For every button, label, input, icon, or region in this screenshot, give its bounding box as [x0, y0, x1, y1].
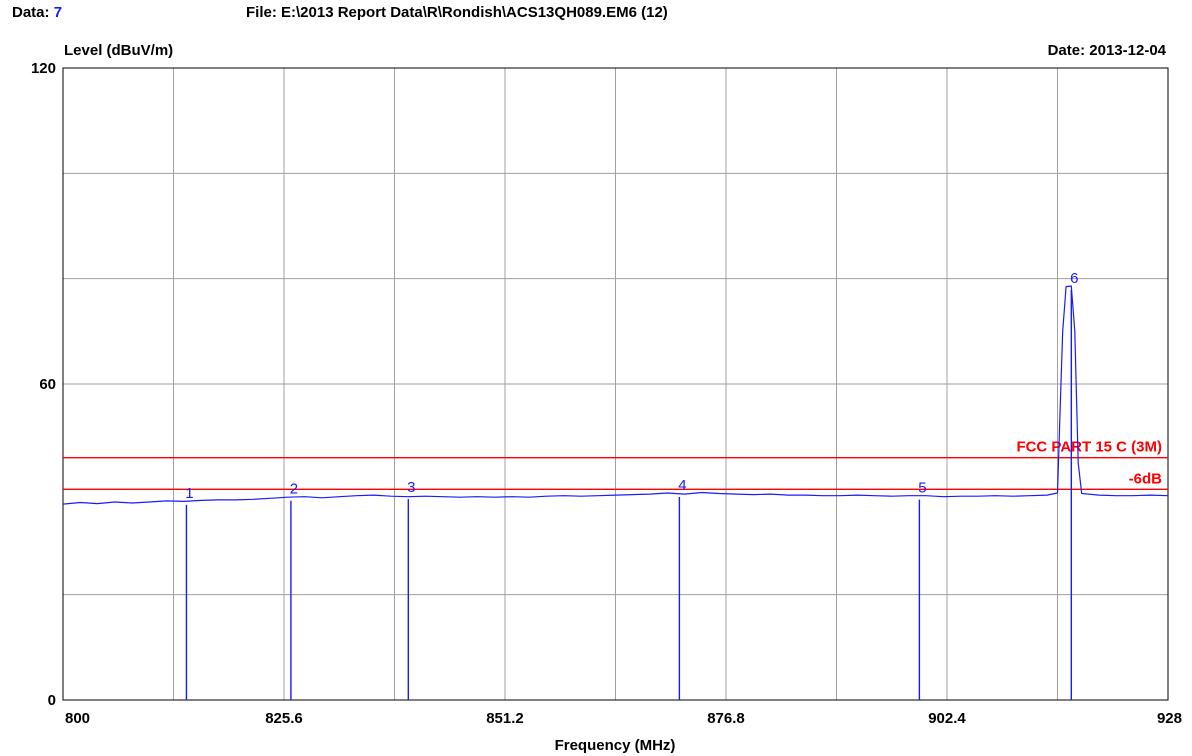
marker-labels: 1 2 3 4 5 6: [185, 270, 1078, 502]
marker-label-2: 2: [290, 481, 298, 498]
grid: [63, 68, 1168, 700]
marker-label-3: 3: [407, 479, 415, 496]
x-tick-label-928: 928: [1157, 710, 1182, 727]
data-label: Data: 7: [12, 4, 62, 21]
file-path: File: E:\2013 Report Data\R\Rondish\ACS1…: [246, 4, 668, 21]
trace-line: [62, 285, 1169, 505]
x-tick-labels: 800 825.6 851.2 876.8 902.4 928: [65, 710, 1182, 727]
limit-lines: FCC PART 15 C (3M) -6dB: [63, 439, 1168, 491]
data-label-text: Data:: [12, 4, 50, 21]
x-tick-label-800: 800: [65, 710, 90, 727]
marker-label-1: 1: [185, 485, 193, 502]
marker-label-5: 5: [918, 480, 926, 497]
y-tick-label-0: 0: [48, 692, 56, 709]
marker-label-4: 4: [678, 477, 686, 494]
marker-lines: [185, 290, 1073, 700]
x-axis-label: Frequency (MHz): [555, 737, 676, 754]
limit-label-1: FCC PART 15 C (3M): [1016, 439, 1162, 456]
marker-label-6: 6: [1070, 270, 1078, 287]
plot-frame: [62, 67, 1169, 701]
y-tick-label-120: 120: [31, 60, 56, 77]
y-tick-labels: 0 60 120: [31, 60, 56, 709]
data-number: 7: [53, 4, 63, 21]
y-axis-label: Level (dBuV/m): [64, 42, 173, 59]
x-tick-label-825.6: 825.6: [265, 710, 303, 727]
limit-label-2: -6dB: [1129, 470, 1163, 487]
date-label: Date: 2013-12-04: [1048, 42, 1167, 59]
y-tick-label-60: 60: [39, 376, 56, 393]
x-tick-label-902.4: 902.4: [928, 710, 966, 727]
x-tick-label-851.2: 851.2: [486, 710, 524, 727]
x-tick-label-876.8: 876.8: [707, 710, 745, 727]
